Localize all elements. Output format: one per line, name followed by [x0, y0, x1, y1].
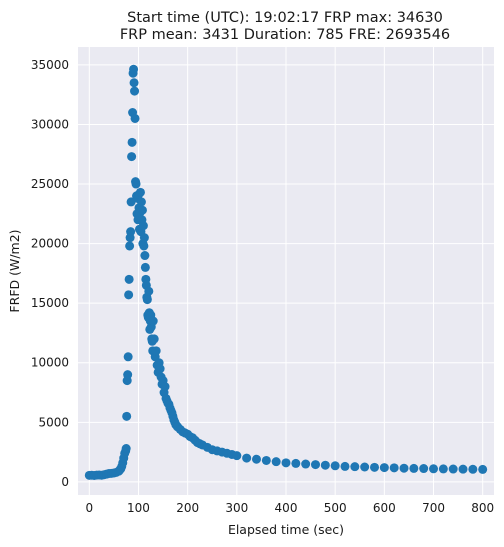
scatter-point: [129, 78, 139, 88]
scatter-point: [131, 179, 141, 189]
y-tick-label: 15000: [31, 296, 69, 310]
scatter-point: [125, 241, 135, 251]
scatter-point: [149, 334, 159, 344]
scatter-point: [144, 286, 154, 296]
scatter-point: [242, 453, 252, 463]
x-tick-label: 100: [127, 501, 150, 515]
scatter-point: [123, 352, 133, 362]
scatter-point: [140, 262, 150, 272]
x-tick-label: 300: [225, 501, 248, 515]
scatter-point: [130, 113, 140, 123]
scatter-point: [232, 451, 242, 461]
scatter-point: [140, 251, 150, 261]
scatter-point: [320, 460, 330, 470]
scatter-point: [429, 464, 439, 474]
scatter-point: [142, 295, 152, 305]
scatter-point: [137, 205, 147, 215]
y-tick-labels: 0 5000 10000 15000 20000 25000 30000 35000: [31, 58, 69, 489]
scatter-point: [389, 463, 399, 473]
y-axis-label: FRFD (W/m2): [7, 229, 22, 312]
scatter-point: [468, 464, 478, 474]
chart-title-line-2: FRP mean: 3431 Duration: 785 FRE: 269354…: [120, 27, 450, 43]
scatter-point: [151, 346, 161, 356]
y-tick-label: 35000: [31, 58, 69, 72]
scatter-point: [127, 152, 137, 162]
scatter-point: [458, 464, 468, 474]
scatter-point: [370, 462, 380, 472]
scatter-point: [139, 233, 149, 243]
scatter-point: [148, 316, 158, 326]
scatter-point: [126, 227, 136, 237]
scatter-point: [271, 457, 281, 467]
grid-layer: [78, 47, 494, 495]
scatter-point: [409, 463, 419, 473]
scatter-point: [127, 137, 137, 147]
scatter-point: [122, 411, 132, 421]
x-tick-label: 600: [373, 501, 396, 515]
x-tick-label: 200: [176, 501, 199, 515]
scatter-point: [129, 64, 139, 74]
y-tick-label: 0: [61, 475, 69, 489]
scatter-point: [124, 274, 134, 284]
scatter-point: [281, 458, 291, 468]
scatter-point: [160, 382, 170, 392]
y-tick-label: 5000: [38, 415, 69, 429]
scatter-point: [261, 455, 271, 465]
scatter-point: [311, 460, 321, 470]
scatter-point: [478, 464, 488, 474]
scatter-point: [379, 463, 389, 473]
scatter-point: [135, 187, 145, 197]
scatter-point: [360, 462, 370, 472]
x-tick-label: 400: [275, 501, 298, 515]
x-tick-labels: 0 100 200 300 400 500 600 700 800: [85, 501, 494, 515]
scatter-point: [399, 463, 409, 473]
x-tick-label: 500: [324, 501, 347, 515]
scatter-point: [136, 197, 146, 207]
x-axis-label: Elapsed time (sec): [228, 522, 344, 537]
scatter-point: [123, 370, 133, 380]
scatter-point: [138, 221, 148, 231]
y-tick-label: 20000: [31, 237, 69, 251]
scatter-point: [438, 464, 448, 474]
x-tick-label: 0: [85, 501, 93, 515]
scatter-point: [350, 462, 360, 472]
scatter-point: [301, 459, 311, 469]
points-layer: [84, 64, 488, 480]
scatter-point: [340, 461, 350, 471]
x-tick-label: 700: [422, 501, 445, 515]
y-tick-label: 25000: [31, 177, 69, 191]
scatter-point: [130, 86, 140, 96]
scatter-point: [121, 444, 131, 454]
scatter-point: [155, 364, 165, 374]
scatter-point: [419, 464, 429, 474]
scatter-point: [139, 241, 149, 251]
scatter-point: [251, 454, 261, 464]
scatter-point: [330, 461, 340, 471]
scatter-point: [291, 458, 301, 468]
chart-title-line-1: Start time (UTC): 19:02:17 FRP max: 3463…: [127, 10, 443, 26]
scatter-point: [448, 464, 458, 474]
y-tick-label: 10000: [31, 356, 69, 370]
x-tick-label: 800: [471, 501, 494, 515]
scatter-point: [124, 290, 134, 300]
y-tick-label: 30000: [31, 117, 69, 131]
